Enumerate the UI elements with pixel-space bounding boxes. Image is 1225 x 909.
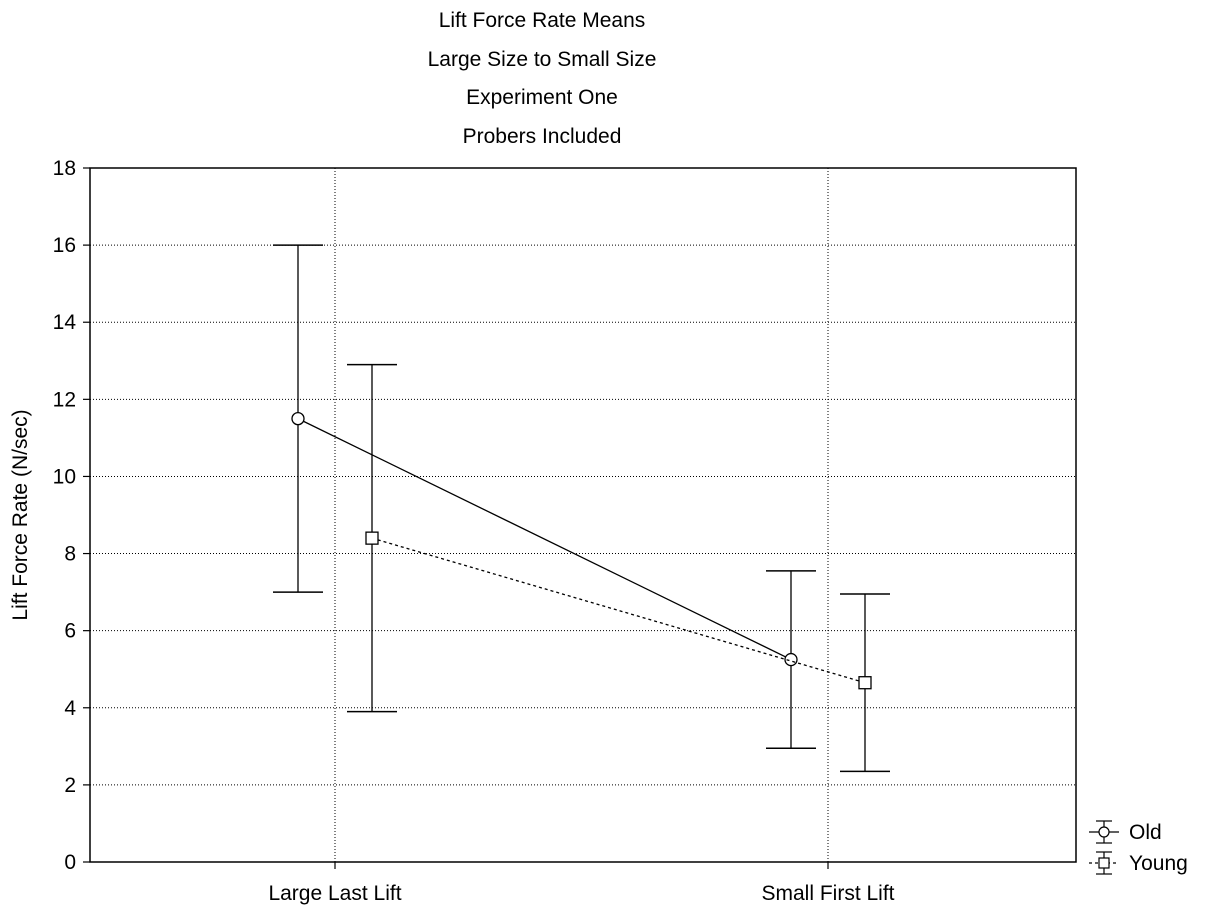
y-axis-ticks: 0 2 4 6 8 10 12 14 16 18 bbox=[53, 157, 90, 874]
data-point-circle bbox=[291, 411, 305, 426]
y-axis-label: Lift Force Rate (N/sec) bbox=[9, 409, 32, 620]
grid-lines bbox=[90, 168, 1076, 862]
x-axis-ticks: Large Last Lift Small First Lift bbox=[268, 862, 895, 905]
y-tick-label: 10 bbox=[53, 465, 76, 488]
series bbox=[273, 244, 890, 773]
legend: Old Young bbox=[1089, 820, 1188, 875]
y-tick-label: 6 bbox=[64, 620, 76, 643]
legend-item-old: Old bbox=[1089, 820, 1162, 844]
data-point-square bbox=[365, 531, 379, 545]
legend-label: Young bbox=[1129, 852, 1188, 875]
legend-marker-square bbox=[1098, 857, 1110, 869]
series-line bbox=[371, 537, 866, 684]
data-point-circle bbox=[784, 652, 798, 667]
title-line-1: Lift Force Rate Means bbox=[439, 9, 646, 32]
legend-marker-circle bbox=[1098, 826, 1110, 838]
title-line-2: Large Size to Small Size bbox=[428, 48, 657, 71]
y-tick-label: 2 bbox=[64, 774, 76, 797]
y-tick-label: 16 bbox=[53, 234, 76, 257]
title-line-4: Probers Included bbox=[463, 125, 622, 148]
y-tick-label: 14 bbox=[53, 311, 77, 334]
y-tick-label: 8 bbox=[64, 543, 76, 566]
plot-frame bbox=[89, 167, 1077, 863]
chart-title: Lift Force Rate Means Large Size to Smal… bbox=[428, 9, 657, 148]
x-tick-label: Small First Lift bbox=[761, 882, 894, 905]
x-tick-label: Large Last Lift bbox=[268, 882, 401, 905]
series-young bbox=[347, 363, 890, 773]
y-tick-label: 4 bbox=[64, 697, 76, 720]
title-line-3: Experiment One bbox=[466, 86, 618, 109]
legend-label: Old bbox=[1129, 821, 1162, 844]
y-tick-label: 18 bbox=[53, 157, 76, 180]
data-point-square bbox=[858, 676, 872, 690]
y-tick-label: 0 bbox=[64, 851, 76, 874]
y-tick-label: 12 bbox=[53, 388, 76, 411]
series-old bbox=[273, 244, 816, 750]
legend-item-young: Young bbox=[1089, 851, 1188, 875]
series-line bbox=[297, 418, 792, 661]
